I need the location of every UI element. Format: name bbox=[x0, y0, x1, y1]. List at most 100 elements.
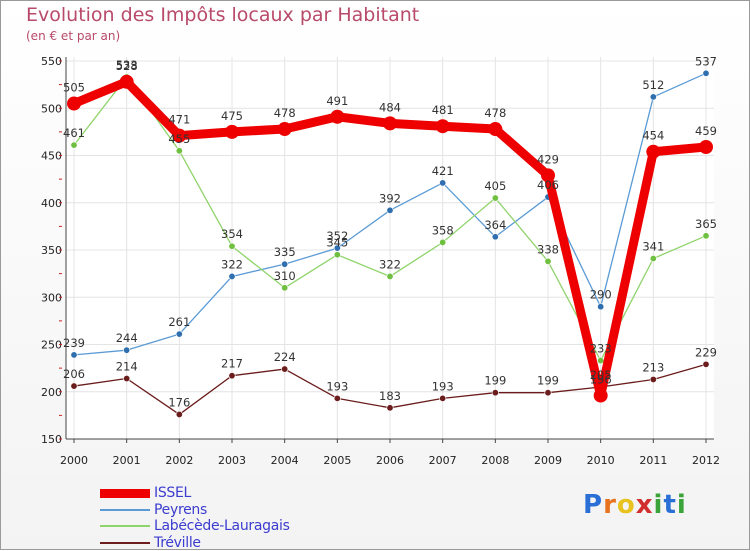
data-label-issel: 196 bbox=[590, 373, 612, 387]
data-label-tr-ville: 205 bbox=[590, 368, 612, 382]
data-label-tr-ville: 193 bbox=[326, 379, 348, 393]
data-point-tr-ville bbox=[439, 394, 447, 402]
y-tick-label: 150 bbox=[41, 433, 62, 446]
data-label-peyrens: 290 bbox=[590, 288, 612, 302]
x-tick-label: 2010 bbox=[587, 454, 615, 467]
data-point-peyrens bbox=[439, 179, 447, 187]
legend-swatch-tr-ville bbox=[100, 541, 150, 544]
data-point-tr-ville bbox=[386, 404, 394, 412]
legend-swatch-peyrens bbox=[100, 508, 150, 511]
legend-swatch-issel bbox=[100, 488, 150, 498]
data-point-peyrens bbox=[491, 233, 499, 241]
data-label-tr-ville: 199 bbox=[484, 374, 506, 388]
data-point-issel bbox=[277, 122, 292, 137]
data-point-issel bbox=[435, 119, 450, 134]
data-point-lab-c-de-lauragais bbox=[70, 141, 78, 149]
data-label-tr-ville: 206 bbox=[63, 367, 85, 381]
x-tick-label: 2004 bbox=[271, 454, 299, 467]
chart-subtitle: (en € et par an) bbox=[26, 29, 121, 43]
data-label-lab-c-de-lauragais: 354 bbox=[221, 227, 243, 241]
data-point-peyrens bbox=[281, 260, 289, 268]
data-label-issel: 484 bbox=[379, 100, 401, 114]
y-tick-label: 400 bbox=[41, 197, 62, 210]
data-label-tr-ville: 183 bbox=[379, 389, 401, 403]
x-tick-label: 2001 bbox=[113, 454, 141, 467]
data-label-lab-c-de-lauragais: 455 bbox=[168, 132, 190, 146]
data-point-peyrens bbox=[228, 272, 236, 280]
data-label-peyrens: 406 bbox=[537, 178, 559, 192]
data-label-lab-c-de-lauragais: 533 bbox=[116, 58, 138, 72]
y-tick-label: 200 bbox=[41, 386, 62, 399]
chart-title: Evolution des Impôts locaux par Habitant bbox=[26, 4, 420, 26]
data-label-tr-ville: 213 bbox=[642, 360, 664, 374]
data-label-issel: 491 bbox=[326, 94, 348, 108]
data-label-issel: 475 bbox=[221, 109, 243, 123]
data-label-peyrens: 392 bbox=[379, 191, 401, 205]
data-point-issel bbox=[383, 116, 397, 131]
data-label-tr-ville: 217 bbox=[221, 357, 243, 371]
data-label-lab-c-de-lauragais: 358 bbox=[432, 223, 454, 237]
data-label-issel: 471 bbox=[168, 113, 190, 127]
data-point-peyrens bbox=[649, 93, 657, 101]
x-tick-label: 2012 bbox=[692, 454, 720, 467]
x-tick-label: 2002 bbox=[165, 454, 193, 467]
legend-label-issel: ISSEL bbox=[154, 485, 192, 501]
data-point-issel bbox=[67, 96, 81, 111]
legend-label-peyrens: Peyrens bbox=[154, 501, 207, 518]
data-label-lab-c-de-lauragais: 341 bbox=[642, 240, 664, 254]
data-label-lab-c-de-lauragais: 310 bbox=[274, 269, 296, 283]
data-point-lab-c-de-lauragais bbox=[175, 147, 183, 155]
data-label-lab-c-de-lauragais: 345 bbox=[326, 236, 348, 250]
data-point-peyrens bbox=[597, 303, 605, 311]
logo-letter: P bbox=[583, 490, 604, 520]
x-tick-label: 2009 bbox=[534, 454, 562, 467]
data-point-issel bbox=[330, 109, 345, 124]
data-point-issel bbox=[646, 144, 661, 159]
x-tick-label: 2000 bbox=[60, 454, 88, 467]
x-tick-label: 2007 bbox=[429, 454, 457, 467]
data-label-tr-ville: 176 bbox=[168, 395, 190, 409]
data-label-tr-ville: 193 bbox=[432, 379, 454, 393]
logo-letter: r bbox=[603, 490, 617, 520]
data-label-issel: 429 bbox=[537, 152, 559, 166]
data-label-tr-ville: 199 bbox=[537, 374, 559, 388]
data-label-lab-c-de-lauragais: 322 bbox=[379, 257, 401, 271]
data-point-peyrens bbox=[702, 69, 710, 77]
data-label-issel: 478 bbox=[484, 106, 506, 120]
data-point-peyrens bbox=[123, 346, 131, 354]
data-point-lab-c-de-lauragais bbox=[597, 357, 605, 365]
data-label-issel: 454 bbox=[642, 129, 664, 143]
data-point-issel bbox=[541, 168, 555, 183]
data-point-lab-c-de-lauragais bbox=[333, 251, 341, 259]
logo-letter: i bbox=[676, 490, 687, 520]
data-point-lab-c-de-lauragais bbox=[491, 194, 499, 202]
data-point-tr-ville bbox=[123, 375, 131, 383]
proxiti-logo: Proxiti bbox=[583, 490, 687, 520]
data-label-peyrens: 239 bbox=[63, 336, 85, 350]
y-tick-label: 450 bbox=[41, 150, 62, 163]
data-point-tr-ville bbox=[649, 375, 657, 383]
data-label-peyrens: 261 bbox=[168, 315, 190, 329]
data-label-peyrens: 421 bbox=[432, 164, 454, 178]
data-label-peyrens: 537 bbox=[695, 54, 717, 68]
data-point-tr-ville bbox=[702, 360, 710, 368]
data-label-lab-c-de-lauragais: 365 bbox=[695, 217, 717, 231]
x-tick-label: 2006 bbox=[376, 454, 404, 467]
data-label-tr-ville: 229 bbox=[695, 345, 717, 359]
data-point-issel bbox=[488, 122, 503, 137]
legend-item-tr-ville: Tréville bbox=[100, 535, 201, 551]
data-label-issel: 528 bbox=[116, 59, 138, 73]
data-point-lab-c-de-lauragais bbox=[439, 238, 447, 246]
data-label-peyrens: 364 bbox=[484, 218, 506, 232]
data-label-lab-c-de-lauragais: 338 bbox=[537, 242, 559, 256]
x-tick-label: 2005 bbox=[323, 454, 351, 467]
logo-letter: o bbox=[616, 490, 636, 520]
x-tick-label: 2003 bbox=[218, 454, 246, 467]
data-point-peyrens bbox=[386, 206, 394, 214]
data-point-issel bbox=[593, 388, 608, 403]
data-point-lab-c-de-lauragais bbox=[702, 232, 710, 240]
logo-letter: x bbox=[635, 490, 654, 520]
legend-item-issel: ISSEL bbox=[100, 485, 191, 501]
data-point-tr-ville bbox=[491, 389, 499, 397]
